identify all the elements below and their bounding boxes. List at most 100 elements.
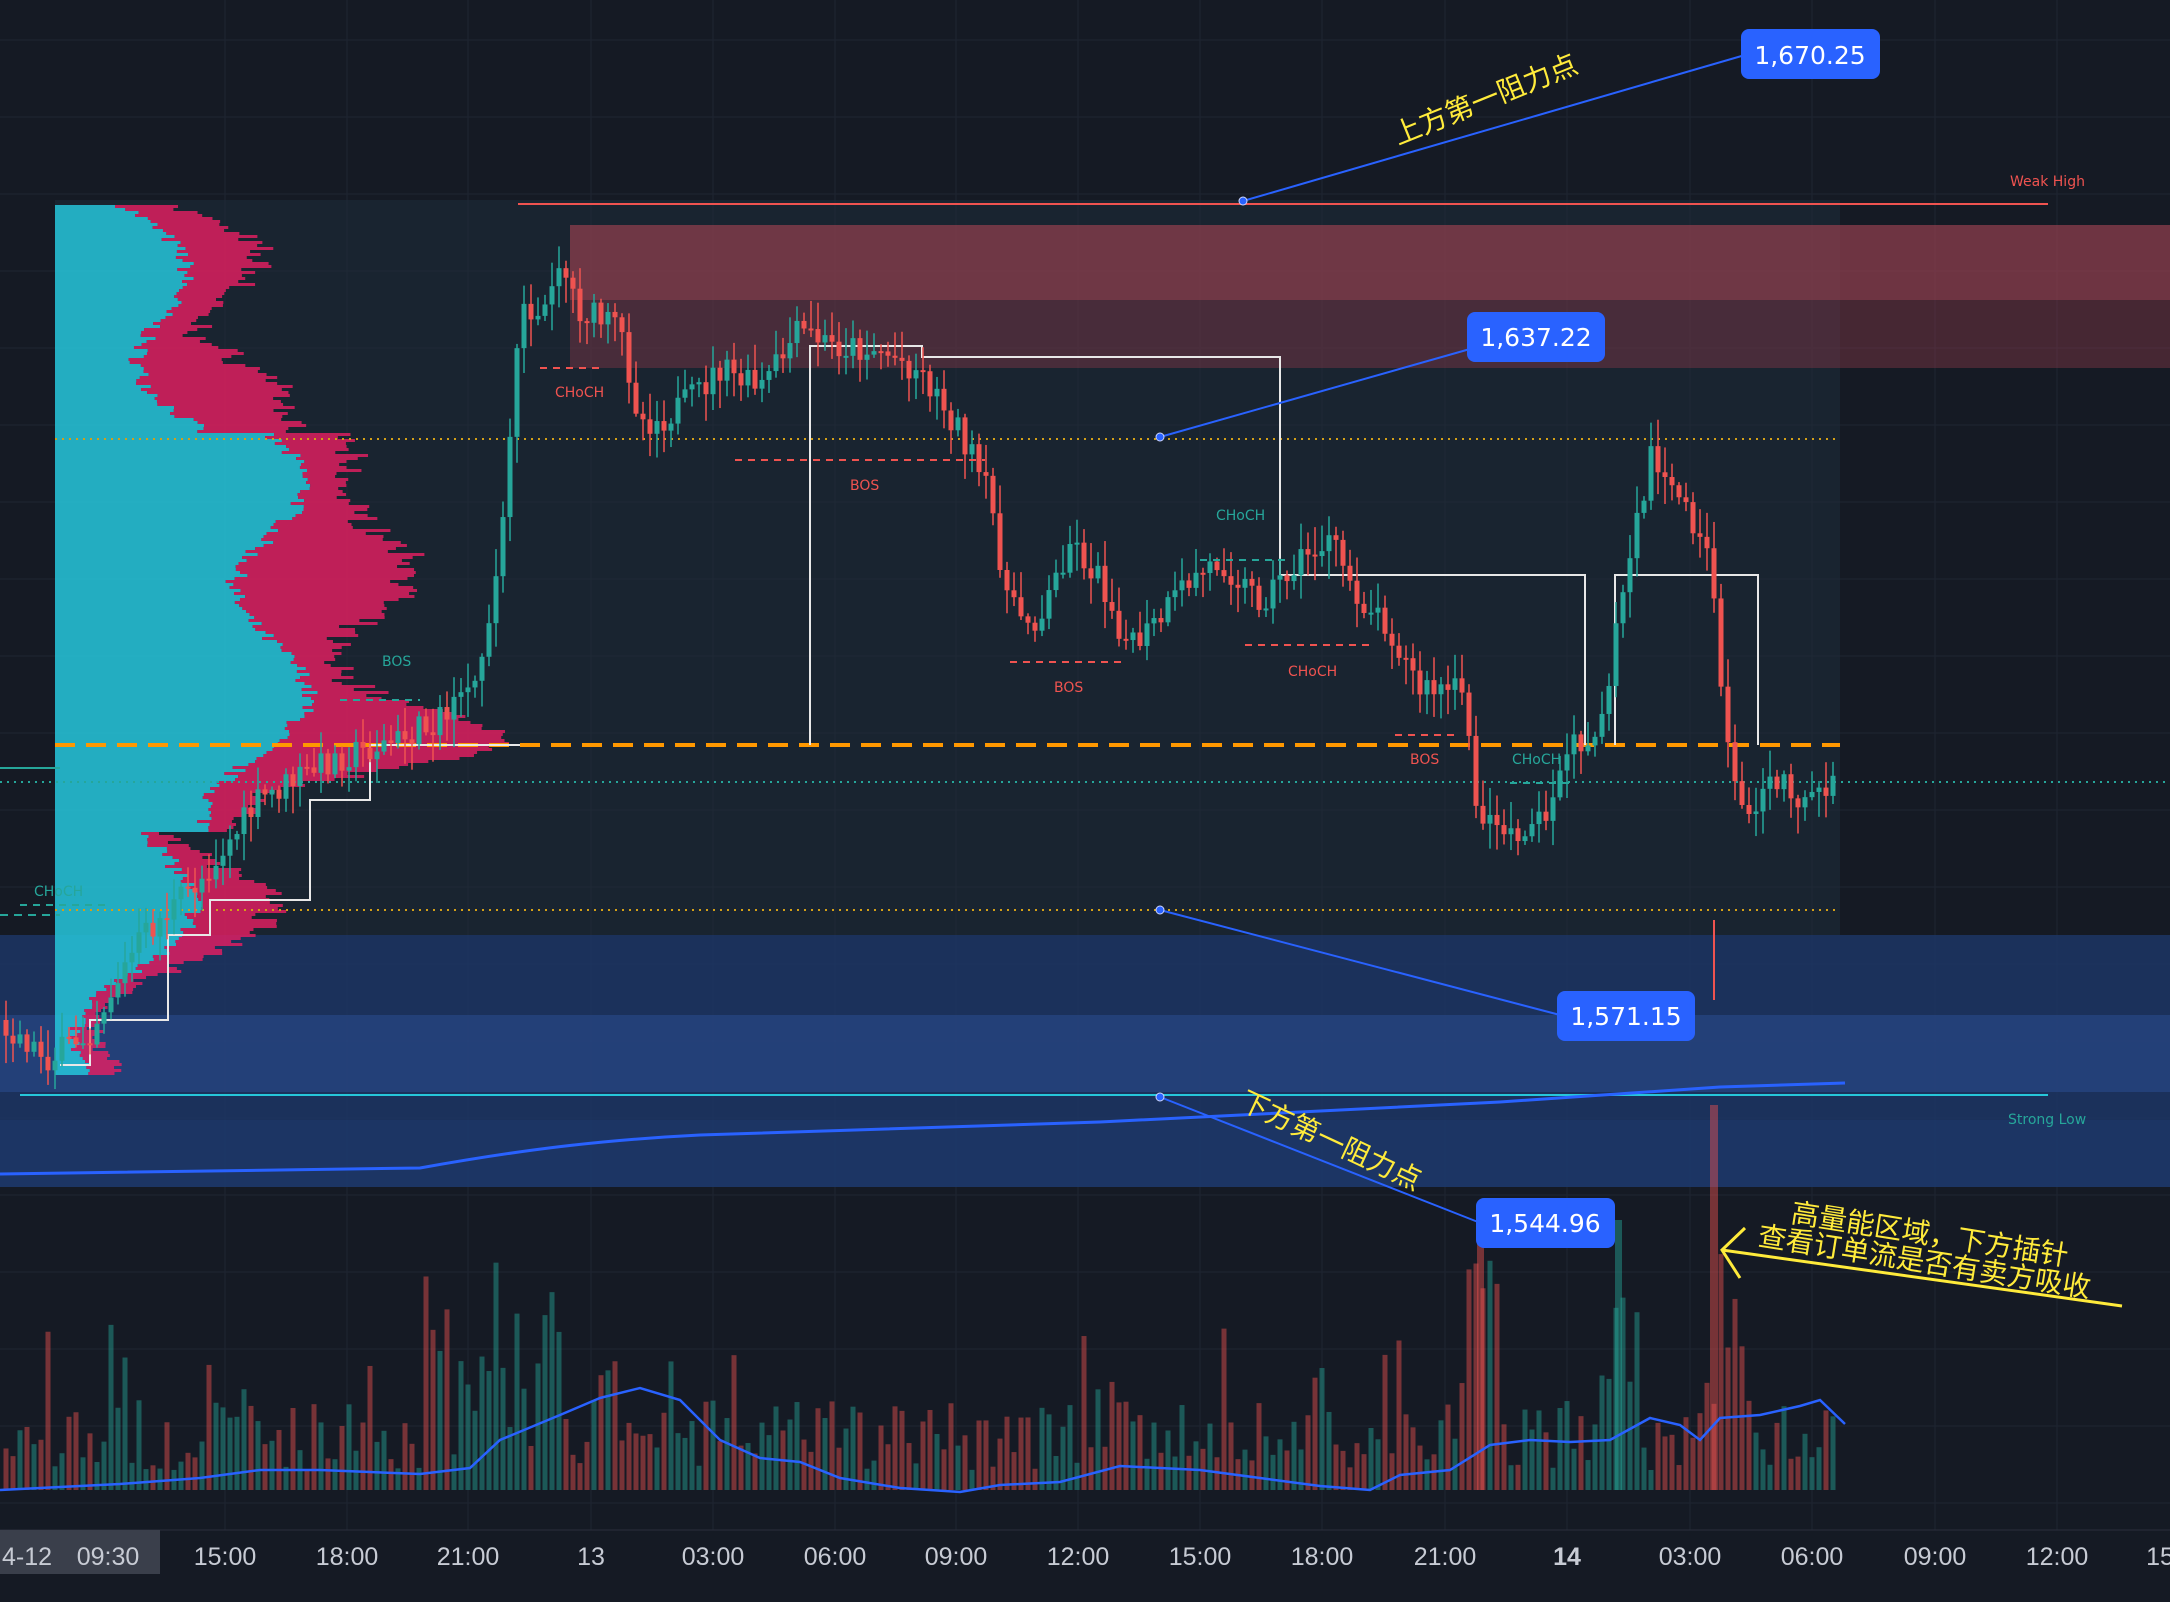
candle-body xyxy=(304,766,310,769)
volume-bar xyxy=(458,1361,464,1490)
profile-buy-bar xyxy=(55,1039,79,1042)
candle-body xyxy=(1060,572,1066,575)
candle-body xyxy=(199,878,205,893)
time-axis-background xyxy=(0,1530,2170,1602)
profile-buy-bar xyxy=(55,1057,83,1060)
profile-sell-bar xyxy=(169,412,288,415)
volume-bar xyxy=(647,1434,653,1490)
profile-sell-bar xyxy=(174,862,221,865)
candle-body xyxy=(815,329,821,343)
profile-buy-bar xyxy=(55,703,313,706)
profile-sell-bar xyxy=(147,217,213,220)
profile-buy-bar xyxy=(55,679,296,682)
profile-buy-bar xyxy=(55,853,163,856)
x-tick-label: 21:00 xyxy=(437,1543,500,1571)
candle-body xyxy=(962,417,968,455)
profile-sell-bar xyxy=(166,949,223,952)
candle-body xyxy=(1676,485,1682,498)
volume-bar xyxy=(24,1426,30,1490)
candle-body xyxy=(290,774,296,787)
x-tick-label: 12:00 xyxy=(2026,1543,2089,1571)
candle-body xyxy=(66,1036,72,1039)
volume-bar xyxy=(1256,1403,1262,1490)
candle-body xyxy=(1389,633,1395,646)
profile-sell-bar xyxy=(294,655,335,658)
profile-sell-bar xyxy=(180,928,254,931)
profile-sell-bar xyxy=(147,838,181,841)
volume-bar xyxy=(1193,1441,1199,1490)
profile-sell-bar xyxy=(84,1009,102,1012)
profile-sell-bar xyxy=(187,271,256,274)
candle-body xyxy=(227,839,233,856)
profile-buy-bar xyxy=(55,376,140,379)
profile-buy-bar xyxy=(55,847,167,850)
profile-sell-bar xyxy=(183,931,250,934)
volume-bar xyxy=(1802,1433,1808,1490)
volume-bar xyxy=(1046,1414,1052,1490)
volume-bar xyxy=(1710,1105,1718,1490)
profile-buy-bar xyxy=(55,874,188,877)
profile-buy-bar xyxy=(55,832,142,835)
profile-buy-bar xyxy=(55,439,282,442)
structure-labels: CHoCH BOS BOS CHoCH CHoCH BOS CHoCH BOS … xyxy=(34,174,2086,1128)
profile-sell-bar xyxy=(182,286,230,289)
profile-sell-bar xyxy=(197,895,266,898)
volume-bar xyxy=(850,1406,856,1490)
candle-body xyxy=(1452,678,1458,690)
volume-bar xyxy=(367,1365,373,1490)
profile-sell-bar xyxy=(302,511,355,514)
profile-sell-bar xyxy=(281,451,336,454)
profile-sell-bar xyxy=(293,658,336,661)
profile-buy-bar xyxy=(55,481,307,484)
volume-bar xyxy=(479,1356,485,1490)
profile-buy-bar xyxy=(55,694,303,697)
candle-body xyxy=(297,766,303,787)
profile-sell-bar xyxy=(176,943,243,946)
profile-sell-bar xyxy=(287,724,483,727)
profile-buy-bar xyxy=(55,994,96,997)
volume-bar xyxy=(570,1454,576,1490)
profile-sell-bar xyxy=(185,247,274,250)
candle-body xyxy=(1256,585,1262,610)
profile-sell-bar xyxy=(255,547,396,550)
profile-buy-bar xyxy=(55,568,236,571)
profile-buy-bar xyxy=(55,520,276,523)
volume-bar xyxy=(1669,1434,1675,1490)
profile-buy-bar xyxy=(55,454,301,457)
profile-buy-bar xyxy=(55,886,190,889)
profile-sell-bar xyxy=(204,424,307,427)
profile-buy-bar xyxy=(55,790,215,793)
volume-bar xyxy=(304,1469,310,1490)
volume-bar xyxy=(52,1466,58,1490)
volume-bar xyxy=(1067,1405,1073,1490)
candle-body xyxy=(920,370,926,373)
candle-body xyxy=(843,355,849,358)
candle-body xyxy=(1305,549,1311,555)
candle-body xyxy=(122,962,128,984)
candle-body xyxy=(1655,446,1661,473)
profile-buy-bar xyxy=(55,763,249,766)
profile-buy-bar xyxy=(55,607,243,610)
profile-buy-bar xyxy=(55,784,220,787)
candle-body xyxy=(1704,536,1710,549)
candle-body xyxy=(570,277,576,289)
profile-sell-bar xyxy=(179,859,217,862)
callout-connector-3 xyxy=(1159,909,1561,1016)
profile-buy-bar xyxy=(55,325,161,328)
profile-buy-bar xyxy=(55,844,148,847)
choch-label-1: CHoCH xyxy=(555,385,604,401)
structure-box-2 xyxy=(1280,574,1586,745)
candle-body xyxy=(206,878,212,881)
profile-sell-bar xyxy=(281,439,355,442)
profile-buy-bar xyxy=(55,631,266,634)
volume-bar xyxy=(1186,1455,1192,1490)
profile-sell-bar xyxy=(178,304,223,307)
candle-body xyxy=(1606,685,1612,714)
volume-bar xyxy=(990,1466,996,1490)
candle-body xyxy=(1004,570,1010,591)
candle-body xyxy=(1592,736,1598,746)
candle-body xyxy=(150,922,156,937)
volume-bar xyxy=(94,1461,100,1490)
profile-sell-bar xyxy=(162,229,225,232)
volume-bar xyxy=(1634,1312,1640,1490)
